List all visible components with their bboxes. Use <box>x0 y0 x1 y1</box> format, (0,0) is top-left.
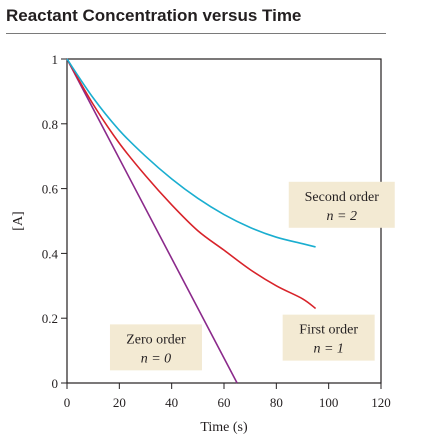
annotation-2: First order n = 1 <box>282 314 375 361</box>
annotation-box <box>282 314 375 361</box>
y-tick-label: 0.8 <box>42 117 58 132</box>
series-group <box>66 58 317 384</box>
series-line-zero-order <box>66 58 238 384</box>
x-axis-label: Time (s) <box>200 420 248 435</box>
series-line-first-order <box>66 58 317 310</box>
y-tick-label: 0 <box>52 376 59 391</box>
y-axis-label: [A] <box>11 211 26 230</box>
series-line-second-order <box>66 58 316 248</box>
annotation-group: Zero order n = 0 First order n = 1 Second or… <box>109 181 395 371</box>
x-tick-label: 0 <box>64 395 71 410</box>
annotation-box <box>109 324 202 371</box>
title-divider <box>6 33 386 34</box>
annotation-3: Second order n = 2 <box>288 181 395 228</box>
annotation-order: n = 0 <box>141 351 171 366</box>
x-tick-label: 100 <box>319 395 339 410</box>
x-tick-label: 80 <box>270 395 283 410</box>
axis-ticks: 0 20 40 60 80 100 120 0 0.2 0.4 0.6 0.8 1 <box>42 52 391 410</box>
chart-title: Reactant Concentration versus Time <box>6 6 302 25</box>
y-tick-label: 1 <box>52 52 59 67</box>
x-tick-label: 40 <box>165 395 178 410</box>
x-tick-label: 20 <box>113 395 126 410</box>
annotation-1: Zero order n = 0 <box>109 324 202 371</box>
annotation-order: n = 2 <box>327 209 357 224</box>
annotation-title: First order <box>299 323 358 338</box>
annotation-title: Zero order <box>126 332 186 347</box>
x-tick-label: 60 <box>218 395 231 410</box>
annotation-order: n = 1 <box>313 342 343 357</box>
y-tick-label: 0.4 <box>42 246 59 261</box>
y-tick-label: 0.6 <box>42 182 59 197</box>
annotation-box <box>288 181 395 228</box>
y-tick-label: 0.2 <box>42 311 58 326</box>
x-tick-label: 120 <box>371 395 391 410</box>
annotation-title: Second order <box>305 190 380 205</box>
